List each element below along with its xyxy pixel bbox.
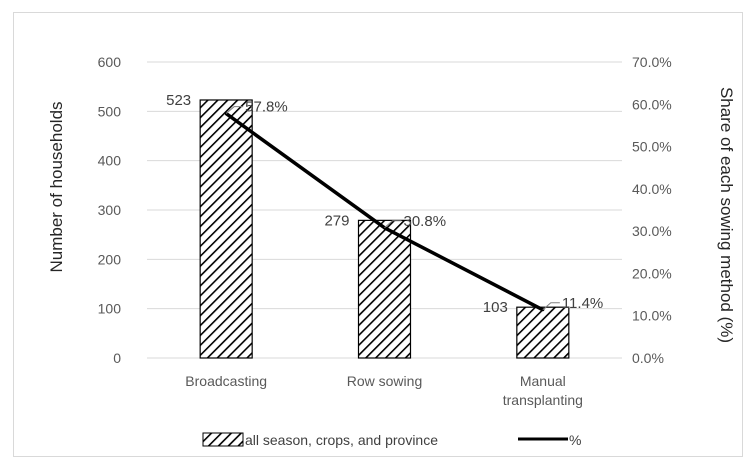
y2-tick-label: 10.0%: [632, 308, 672, 324]
y2-axis-title: Share of each sowing method (%): [717, 87, 736, 343]
bar: [357, 219, 412, 359]
y-tick-label: 100: [98, 301, 122, 317]
bar-value-label: 279: [324, 212, 349, 229]
y2-tick-label: 70.0%: [632, 54, 672, 70]
y2-tick-label: 40.0%: [632, 181, 672, 197]
legend-label-line: %: [569, 432, 581, 448]
legend-label-bars: all season, crops, and province: [245, 432, 438, 448]
leader-line: [225, 106, 244, 114]
chart-frame: [13, 12, 743, 457]
y-tick-label: 200: [98, 251, 122, 267]
y2-tick-label: 0.0%: [632, 350, 664, 366]
leader-line: [542, 302, 560, 311]
legend: all season, crops, and province %: [202, 432, 581, 448]
bar: [199, 99, 253, 359]
x-tick-label: Row sowing: [347, 373, 422, 389]
legend-swatch-bars: [202, 432, 244, 447]
y2-tick-label: 60.0%: [632, 96, 672, 112]
bar: [516, 306, 570, 359]
line-value-label: 30.8%: [404, 213, 447, 230]
y-tick-label: 600: [98, 54, 122, 70]
x-tick-label: Broadcasting: [185, 373, 267, 389]
y-axis-title: Number of households: [47, 101, 66, 272]
y2-tick-label: 20.0%: [632, 265, 672, 281]
y-tick-label: 0: [113, 350, 121, 366]
bar-series: [199, 99, 570, 359]
bar-value-label: 103: [483, 299, 508, 316]
y-tick-label: 500: [98, 103, 122, 119]
line-value-label: 11.4%: [562, 295, 603, 312]
data-labels: 523 279 103 57.8% 30.8% 11.4%: [166, 92, 603, 316]
y2-tick-label: 30.0%: [632, 223, 672, 239]
y2-tick-label: 50.0%: [632, 139, 672, 155]
bar-value-label: 523: [166, 92, 191, 109]
y-tick-label: 400: [98, 153, 122, 169]
x-tick-label: Manual: [520, 373, 566, 389]
y-tick-label: 300: [98, 202, 122, 218]
line-value-label: 57.8%: [245, 99, 288, 116]
leader-line: [384, 220, 402, 229]
axes: 0 100 200 300 400 500 600 0.0% 10.0% 20.0% 30.0% 40…: [98, 54, 672, 408]
x-tick-label: transplanting: [503, 392, 583, 408]
